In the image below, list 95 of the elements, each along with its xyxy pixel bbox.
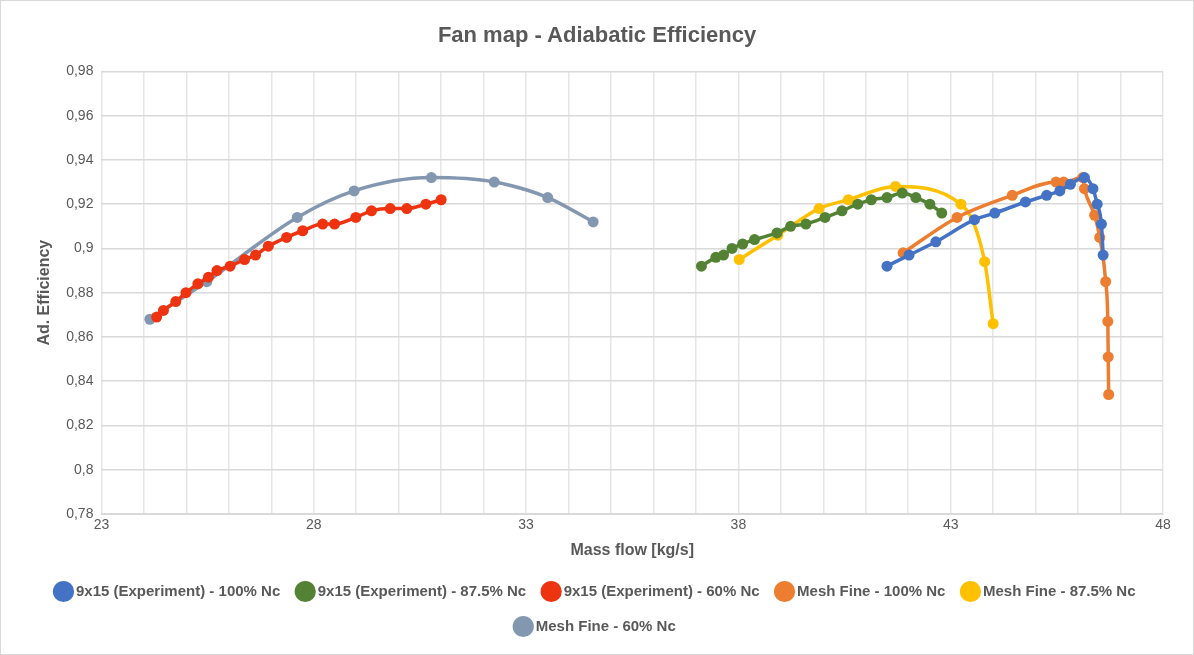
- point: [881, 192, 893, 204]
- legend-label: 9x15 (Experiment) - 60% Nc: [563, 581, 760, 599]
- point: [1102, 351, 1114, 363]
- y-tick-label: 0,9: [73, 239, 94, 256]
- point: [281, 231, 293, 243]
- legend-label: 9x15 (Experiment) - 87.5% Nc: [317, 581, 527, 599]
- point: [420, 198, 432, 210]
- point: [170, 296, 182, 308]
- y-tick-label: 0,92: [66, 195, 94, 212]
- point: [587, 216, 599, 228]
- point: [889, 180, 901, 192]
- point: [924, 198, 936, 210]
- point: [401, 203, 413, 215]
- point: [1064, 178, 1076, 190]
- point: [910, 192, 922, 204]
- point: [800, 218, 812, 230]
- point: [987, 318, 999, 330]
- y-tick-label: 0,86: [66, 327, 94, 344]
- x-tick-label: 28: [305, 516, 322, 533]
- point: [903, 249, 915, 261]
- point: [733, 254, 745, 266]
- legend-label: Mesh Fine - 100% Nc: [797, 581, 946, 599]
- point: [366, 205, 378, 217]
- point: [425, 172, 437, 184]
- y-tick-label: 0,96: [66, 106, 94, 123]
- point: [1095, 218, 1107, 230]
- point: [852, 198, 864, 210]
- point: [151, 311, 163, 323]
- point: [211, 265, 223, 277]
- point: [979, 256, 991, 268]
- legend-label: 9x15 (Experiment) - 100% Nc: [75, 581, 281, 599]
- point: [1054, 185, 1066, 197]
- x-tick-label: 43: [942, 516, 959, 533]
- point: [297, 225, 309, 237]
- y-tick-label: 0,8: [73, 460, 94, 477]
- point: [865, 194, 877, 206]
- point: [488, 176, 500, 188]
- legend-label: Mesh Fine - 87.5% Nc: [982, 581, 1136, 599]
- chart-title: Fan map - Adiabatic Efficiency: [437, 22, 757, 48]
- point: [955, 198, 967, 210]
- x-axis-title: Mass flow [kg/s]: [570, 540, 695, 558]
- point: [250, 249, 262, 261]
- point: [542, 192, 554, 204]
- point: [836, 205, 848, 217]
- x-tick-label: 48: [1155, 516, 1171, 533]
- point: [202, 271, 214, 283]
- point: [157, 304, 169, 316]
- point: [695, 260, 707, 272]
- point: [1006, 189, 1018, 201]
- point: [819, 211, 831, 223]
- point: [291, 211, 303, 223]
- point: [1041, 189, 1053, 201]
- point: [718, 249, 730, 261]
- point: [1102, 315, 1114, 327]
- point: [350, 211, 362, 223]
- point: [192, 278, 204, 290]
- point: [930, 236, 942, 248]
- point: [384, 203, 396, 215]
- y-axis-title: Ad. Efficiency: [35, 239, 53, 346]
- point: [936, 207, 948, 219]
- point: [881, 260, 893, 272]
- point: [180, 287, 192, 299]
- point: [435, 194, 447, 206]
- point: [1091, 198, 1103, 210]
- point: [896, 187, 908, 199]
- point: [1087, 183, 1099, 195]
- y-tick-label: 0,78: [66, 504, 94, 521]
- point: [813, 203, 825, 215]
- x-tick-label: 38: [730, 516, 747, 533]
- point: [317, 218, 329, 230]
- x-tick-label: 33: [518, 516, 535, 533]
- point: [239, 254, 251, 266]
- x-tick-label: 23: [93, 516, 110, 533]
- point: [785, 220, 797, 232]
- y-tick-label: 0,82: [66, 416, 94, 433]
- point: [1100, 276, 1112, 288]
- point: [749, 234, 761, 246]
- point: [726, 242, 738, 254]
- point: [1019, 196, 1031, 208]
- legend-label: Mesh Fine - 60% Nc: [535, 616, 676, 634]
- y-tick-label: 0,94: [66, 150, 94, 167]
- point: [1097, 249, 1109, 261]
- point: [842, 194, 854, 206]
- y-tick-label: 0,84: [66, 372, 94, 389]
- y-tick-label: 0,98: [66, 62, 94, 79]
- y-tick-label: 0,88: [66, 283, 94, 300]
- point: [262, 240, 274, 252]
- point: [951, 211, 963, 223]
- point: [329, 218, 341, 230]
- point: [737, 238, 749, 250]
- point: [224, 260, 236, 272]
- point: [968, 214, 980, 226]
- point: [348, 185, 360, 197]
- point: [1103, 389, 1115, 400]
- point: [989, 207, 1001, 219]
